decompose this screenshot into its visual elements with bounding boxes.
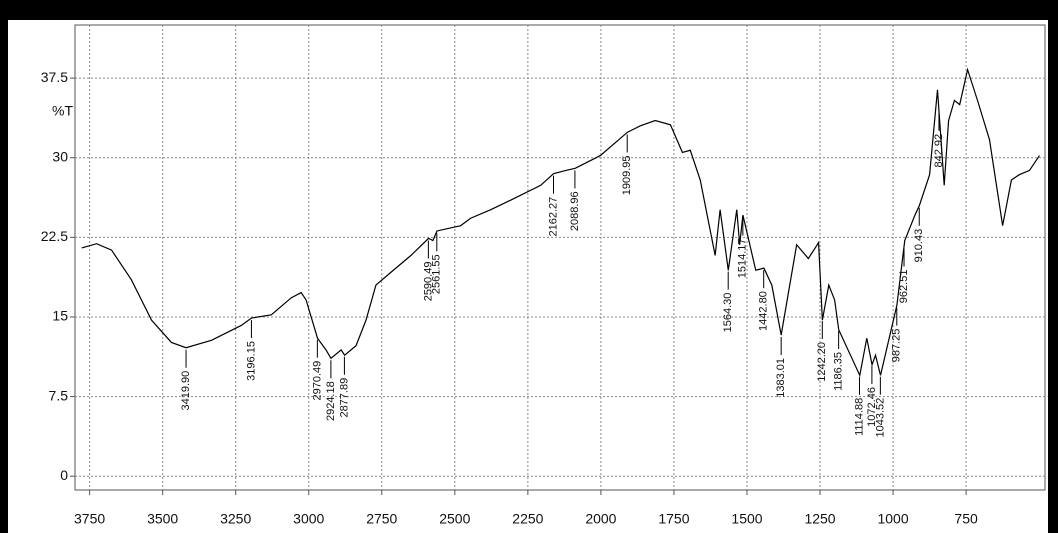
peak-label: 1383.01 [775,358,787,398]
x-tick-label: 2500 [439,511,470,527]
peak-label: 3196.15 [245,341,257,381]
peak-label: 1909.95 [621,155,633,195]
plot-area [74,24,1046,491]
peak-label: 2162.27 [547,197,559,237]
peak-label: 2561.55 [431,254,443,294]
x-tick-label: 1500 [731,511,762,527]
x-tick-label: 1000 [877,511,908,527]
y-tick-label: 22.5 [41,228,68,244]
y-tick-label: 0 [60,467,68,483]
peak-label: 1072.46 [866,387,878,427]
peak-label: 910.43 [913,229,925,263]
peak-label: 842.92 [933,134,945,168]
x-tick-label: 3000 [293,511,324,527]
peak-label: 987.25 [891,329,903,363]
y-axis-label: %T [52,103,73,119]
y-tick-label: 7.5 [49,387,69,403]
x-tick-label: 1250 [804,511,835,527]
peak-label: 1242.20 [816,342,828,382]
y-tick-label: 15 [52,308,68,324]
x-tick-label: 3500 [147,511,178,527]
peak-label: 2088.96 [569,191,581,231]
peak-label: 1442.80 [758,291,770,331]
x-tick-label: 3250 [220,511,251,527]
peak-label: 2877.89 [338,378,350,418]
x-tick-label: 2000 [585,511,616,527]
peak-label: 3419.90 [180,371,192,411]
peak-label: 1564.30 [722,293,734,333]
peak-label: 1186.35 [833,352,845,391]
y-tick-label: 37.5 [41,69,68,85]
peak-label: 962.51 [898,270,910,304]
y-tick-label: 30 [52,148,68,164]
peak-label: 1043.52 [874,398,886,438]
peak-label: 2590.49 [422,262,434,302]
x-tick-label: 750 [954,511,978,527]
peak-label: 2970.49 [311,361,323,401]
spectrum-line [81,67,1040,378]
peak-label: 1514.17 [737,238,749,278]
peak-label: 1114.88 [853,398,865,436]
x-tick-label: 3750 [74,511,105,527]
peak-label: 2924.18 [325,381,337,421]
x-tick-label: 1750 [658,511,689,527]
x-tick-label: 2250 [512,511,543,527]
x-tick-label: 2750 [366,511,397,527]
